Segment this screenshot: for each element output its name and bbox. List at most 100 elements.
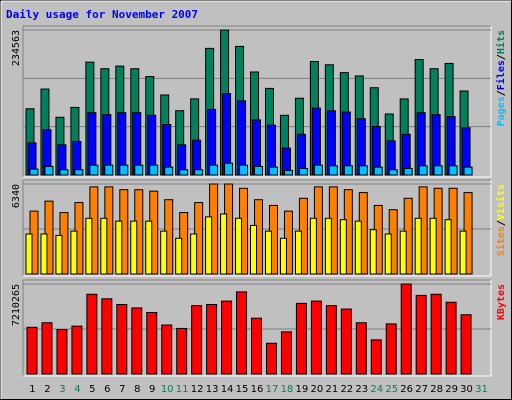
bar-kbytes — [415, 294, 427, 375]
bar-pages — [343, 165, 353, 176]
bar-pages — [164, 166, 174, 176]
chart-title: Daily usage for November 2007 — [6, 8, 198, 21]
bar-visits — [384, 233, 392, 275]
bar-pages — [149, 164, 159, 176]
bar-pages — [328, 165, 338, 176]
bar-visits — [205, 216, 213, 275]
bar-pages — [403, 167, 413, 176]
legend-item: / — [496, 90, 507, 96]
x-tick-label: 2 — [44, 384, 50, 395]
bar-pages — [209, 164, 219, 176]
x-tick-label: 17 — [266, 384, 279, 395]
bar-pages — [283, 169, 293, 176]
panel-middle: 6340 Sites/Visits — [11, 179, 507, 277]
bar-pages — [179, 169, 189, 176]
bar-visits — [444, 219, 452, 275]
x-tick-label: 9 — [149, 384, 155, 395]
bar-pages — [448, 165, 458, 176]
bar-visits — [190, 233, 198, 275]
x-tick-label: 21 — [325, 384, 338, 395]
bar-visits — [85, 217, 93, 275]
chart-panels: 234563Pages/Files/Hits6340Sites/Visits72… — [11, 25, 507, 377]
bar-visits — [369, 229, 377, 275]
bar-kbytes — [445, 301, 457, 375]
bar-pages — [373, 166, 383, 176]
bar-visits — [115, 220, 123, 275]
bar-pages — [268, 166, 278, 176]
legend-middle: Sites/Visits — [495, 184, 507, 256]
bar-kbytes — [56, 329, 68, 375]
bar-pages — [89, 164, 99, 176]
bar-kbytes — [295, 302, 307, 375]
bar-visits — [414, 217, 422, 275]
bar-pages — [74, 169, 84, 176]
bar-kbytes — [41, 322, 53, 375]
bar-pages — [44, 165, 54, 176]
bar-visits — [324, 217, 332, 275]
x-tick-label: 22 — [340, 384, 353, 395]
bar-pages — [224, 162, 234, 176]
x-tick-label: 8 — [134, 384, 140, 395]
x-tick-label: 26 — [400, 384, 413, 395]
bar-pages — [298, 167, 308, 176]
bar-visits — [309, 217, 317, 275]
bar-pages — [59, 169, 69, 176]
bar-pages — [433, 165, 443, 176]
legend-item: Visits — [495, 184, 507, 220]
bar-visits — [25, 233, 33, 275]
x-tick-label: 25 — [385, 384, 398, 395]
x-tick-label: 11 — [176, 384, 189, 395]
x-tick-label: 30 — [460, 384, 473, 395]
x-tick-label: 1 — [29, 384, 35, 395]
bar-kbytes — [206, 304, 218, 375]
x-tick-label: 18 — [281, 384, 294, 395]
bar-kbytes — [146, 311, 158, 375]
bar-pages — [134, 164, 144, 176]
panel-top: 234563 Pages/Files/Hits — [11, 25, 507, 178]
x-tick-label: 15 — [236, 384, 249, 395]
x-tick-label: 29 — [445, 384, 458, 395]
bar-visits — [294, 230, 302, 275]
x-tick-label: 28 — [430, 384, 443, 395]
x-tick-label: 20 — [311, 384, 324, 395]
x-tick-label: 3 — [59, 384, 65, 395]
legend-top: Pages/Files/Hits — [495, 30, 507, 126]
bar-visits — [339, 219, 347, 275]
bar-kbytes — [191, 305, 203, 375]
legend-item: Hits — [495, 30, 507, 54]
bar-kbytes — [340, 308, 352, 375]
x-axis-labels: 1 2 3 4 5 6 7 8 9 10 11 12 13 14 15 16 17 18 19 20 21 22 23 24 2… — [29, 384, 488, 395]
bar-kbytes — [400, 283, 412, 375]
y-max-label: 234563 — [11, 30, 22, 66]
bar-kbytes — [176, 327, 188, 375]
bar-kbytes — [385, 323, 397, 375]
bar-visits — [55, 234, 63, 275]
bar-visits — [250, 224, 258, 275]
bar-visits — [354, 220, 362, 275]
legend-item: Pages — [496, 96, 507, 126]
x-tick-label: 13 — [206, 384, 219, 395]
x-tick-label: 5 — [89, 384, 95, 395]
legend-item: / — [496, 54, 507, 60]
bar-kbytes — [26, 326, 38, 375]
bar-kbytes — [280, 331, 292, 375]
bar-visits — [429, 217, 437, 275]
bar-kbytes — [265, 342, 277, 375]
bar-kbytes — [161, 324, 173, 375]
bar-kbytes — [310, 300, 322, 375]
bar-pages — [104, 164, 114, 176]
bar-kbytes — [370, 339, 382, 375]
legend-item: KBytes — [496, 284, 507, 320]
bar-kbytes — [355, 322, 367, 375]
bar-pages — [254, 165, 264, 176]
legend-item: Sites — [495, 226, 507, 256]
legend-bottom: KBytes — [496, 284, 507, 320]
panel-bottom: 7210265 KBytes — [11, 279, 507, 377]
y-max-label: 7210265 — [11, 284, 22, 326]
x-tick-label: 6 — [104, 384, 110, 395]
x-tick-label: 14 — [221, 384, 234, 395]
x-tick-label: 4 — [74, 384, 80, 395]
bar-pages — [358, 165, 368, 176]
